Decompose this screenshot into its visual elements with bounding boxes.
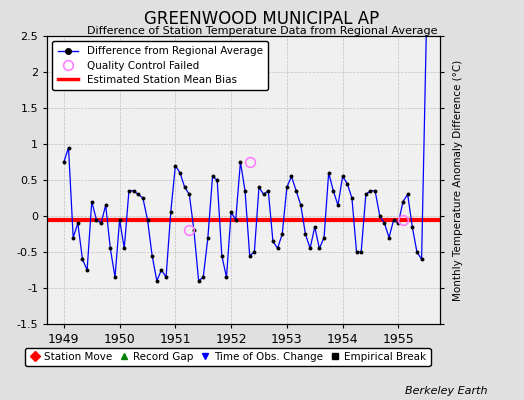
Point	[139, 195, 147, 201]
Point	[92, 216, 101, 223]
Point	[376, 213, 384, 219]
Text: Berkeley Earth: Berkeley Earth	[405, 386, 487, 396]
Point	[259, 191, 268, 198]
Point	[120, 245, 128, 252]
Point	[83, 267, 91, 273]
Point	[64, 144, 73, 151]
Point	[399, 198, 407, 205]
Point	[199, 274, 208, 280]
Point	[250, 249, 258, 255]
Point	[362, 191, 370, 198]
Point	[366, 188, 375, 194]
Point	[245, 252, 254, 259]
Point	[88, 198, 96, 205]
Point	[274, 245, 282, 252]
Point	[380, 220, 389, 226]
Point	[408, 224, 417, 230]
Point	[167, 209, 175, 216]
Point	[157, 267, 166, 273]
Point	[204, 234, 212, 241]
Point	[236, 159, 245, 165]
Point	[352, 249, 361, 255]
Point	[185, 191, 193, 198]
Point	[152, 278, 161, 284]
Point	[403, 191, 412, 198]
Point	[125, 188, 133, 194]
Point	[418, 256, 426, 262]
Point	[287, 173, 296, 180]
Point	[217, 252, 226, 259]
Point	[371, 188, 379, 194]
Point	[102, 202, 110, 208]
Point	[311, 224, 319, 230]
Point	[180, 184, 189, 190]
Point	[301, 231, 310, 237]
Point	[315, 245, 323, 252]
Point	[190, 227, 198, 234]
Point	[241, 188, 249, 194]
Point	[78, 256, 86, 262]
Point	[106, 245, 115, 252]
Point	[148, 252, 156, 259]
Y-axis label: Monthly Temperature Anomaly Difference (°C): Monthly Temperature Anomaly Difference (…	[453, 59, 463, 301]
Point	[413, 249, 421, 255]
Point	[232, 216, 240, 223]
Point	[339, 173, 347, 180]
Point	[176, 170, 184, 176]
Point	[320, 234, 328, 241]
Point	[129, 188, 138, 194]
Point	[278, 231, 287, 237]
Point	[282, 184, 291, 190]
Point	[162, 274, 170, 280]
Legend: Station Move, Record Gap, Time of Obs. Change, Empirical Break: Station Move, Record Gap, Time of Obs. C…	[25, 348, 431, 366]
Point	[389, 216, 398, 223]
Point	[394, 220, 402, 226]
Point	[357, 249, 365, 255]
Point	[74, 220, 82, 226]
Point	[255, 184, 263, 190]
Point	[213, 177, 221, 183]
Point	[97, 220, 105, 226]
Text: Difference of Station Temperature Data from Regional Average: Difference of Station Temperature Data f…	[87, 26, 437, 36]
Point	[334, 202, 342, 208]
Point	[306, 245, 314, 252]
Point	[111, 274, 119, 280]
Point	[385, 234, 393, 241]
Point	[222, 274, 231, 280]
Point	[269, 238, 277, 244]
Point	[171, 162, 180, 169]
Point	[324, 170, 333, 176]
Point	[264, 188, 272, 194]
Point	[348, 195, 356, 201]
Point	[343, 180, 352, 187]
Point	[194, 278, 203, 284]
Point	[69, 234, 78, 241]
Point	[227, 209, 235, 216]
Point	[329, 188, 337, 194]
Point	[297, 202, 305, 208]
Point	[209, 173, 217, 180]
Point	[292, 188, 300, 194]
Point	[60, 159, 68, 165]
Point	[115, 216, 124, 223]
Text: GREENWOOD MUNICIPAL AP: GREENWOOD MUNICIPAL AP	[145, 10, 379, 28]
Point	[143, 216, 151, 223]
Point	[134, 191, 143, 198]
